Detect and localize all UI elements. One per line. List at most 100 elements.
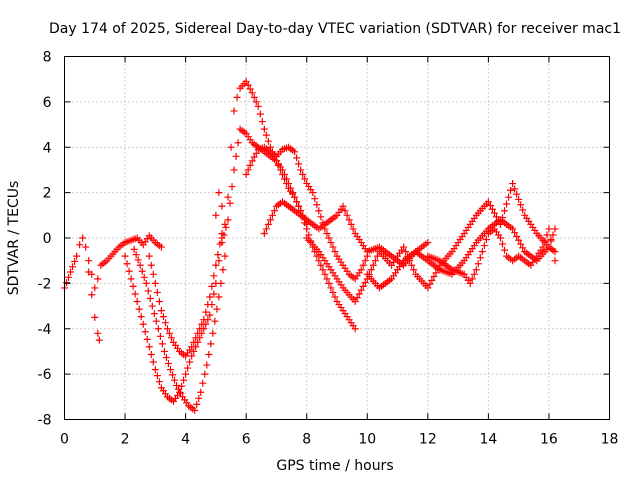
- data-point-track-1: [76, 241, 84, 249]
- data-point-track-11: [515, 236, 523, 244]
- data-point-track-12: [551, 257, 559, 265]
- data-point-track-4: [191, 406, 199, 414]
- data-point-track-7: [232, 152, 240, 160]
- data-point-track-8: [291, 148, 299, 156]
- data-point-track-1: [85, 257, 93, 265]
- data-point-track-10: [410, 266, 418, 274]
- data-point-track-10: [549, 231, 557, 239]
- data-point-track-4: [162, 353, 170, 361]
- data-point-track-4: [166, 366, 174, 374]
- y-tick-labels: -8 -6 -4 -2 0 2 4 6 8: [38, 50, 52, 429]
- data-point-track-12: [468, 275, 476, 283]
- data-point-track-4: [205, 350, 213, 358]
- data-point-track-10: [371, 257, 379, 265]
- data-point-track-4: [144, 287, 152, 295]
- data-point-track-2: [95, 336, 103, 344]
- y-axis-label: SDTVAR / TECUs: [6, 181, 22, 296]
- data-point-track-3: [151, 366, 159, 374]
- data-point-track-5: [194, 329, 202, 337]
- x-tick-label: 6: [242, 432, 251, 448]
- data-point-track-10: [359, 282, 367, 290]
- data-point-track-7: [303, 225, 311, 233]
- x-tick-label: 12: [419, 432, 437, 448]
- data-point-track-4: [203, 361, 211, 369]
- data-point-track-3: [127, 275, 135, 283]
- data-point-track-3: [125, 267, 133, 275]
- data-point-track-7: [313, 252, 321, 260]
- data-point-track-10: [432, 269, 440, 277]
- data-point-track-9: [264, 220, 272, 228]
- data-point-track-3: [121, 252, 129, 260]
- data-point-track-6: [258, 118, 266, 126]
- data-point-track-12: [543, 231, 551, 239]
- data-point-track-5: [210, 272, 218, 280]
- data-point-track-12: [476, 254, 484, 262]
- data-point-track-5: [163, 325, 171, 333]
- data-point-track-8: [242, 170, 250, 178]
- x-tick-label: 0: [60, 432, 69, 448]
- data-point-track-5: [161, 319, 169, 327]
- data-point-track-10: [505, 193, 513, 201]
- data-point-track-10: [355, 290, 363, 298]
- data-point-track-4: [132, 251, 140, 259]
- y-tick-label: -6: [38, 367, 52, 383]
- data-point-track-11: [509, 225, 517, 233]
- data-point-track-3: [190, 347, 198, 355]
- data-point-track-9: [266, 216, 274, 224]
- data-point-track-11: [513, 232, 521, 240]
- y-tick-label: -8: [38, 413, 52, 429]
- data-point-track-7: [226, 199, 234, 207]
- x-tick-label: 14: [479, 432, 497, 448]
- y-tick-label: 2: [43, 186, 52, 202]
- data-point-track-10: [490, 209, 498, 217]
- data-point-track-5: [198, 320, 206, 328]
- data-point-track-10: [357, 286, 365, 294]
- data-point-track-12: [480, 242, 488, 250]
- data-point-track-10: [503, 200, 511, 208]
- data-point-track-1: [67, 268, 75, 276]
- data-point-track-11: [519, 244, 527, 252]
- data-point-track-5: [196, 325, 204, 333]
- data-point-track-10: [351, 298, 359, 306]
- data-point-track-6: [215, 189, 223, 197]
- data-point-track-5: [188, 343, 196, 351]
- data-point-track-5: [200, 316, 208, 324]
- data-point-track-4: [148, 302, 156, 310]
- data-point-track-4: [221, 252, 229, 260]
- data-point-track-6: [254, 102, 262, 110]
- data-point-track-8: [250, 153, 258, 161]
- data-point-track-8: [299, 170, 307, 178]
- y-tick-label: 0: [43, 231, 52, 247]
- data-point-track-7: [351, 325, 359, 333]
- data-point-track-5: [145, 252, 153, 260]
- data-point-track-6: [262, 131, 270, 139]
- data-point-track-12: [549, 246, 557, 254]
- data-point-track-3: [141, 328, 149, 336]
- grid-lines: [64, 56, 610, 420]
- data-point-track-4: [154, 325, 162, 333]
- data-point-track-8: [317, 213, 325, 221]
- data-point-track-4: [136, 261, 144, 269]
- data-point-track-9: [268, 211, 276, 219]
- x-axis-label: GPS time / hours: [276, 458, 393, 474]
- data-point-track-9: [347, 220, 355, 228]
- data-point-track-6: [248, 89, 256, 97]
- data-point-track-8: [323, 229, 331, 237]
- data-point-track-12: [497, 234, 504, 242]
- data-point-track-6: [212, 211, 220, 219]
- data-point-track-2: [88, 291, 96, 299]
- data-point-track-10: [408, 261, 416, 269]
- data-point-track-5: [167, 334, 175, 342]
- x-tick-label: 2: [121, 432, 130, 448]
- data-point-track-4: [150, 310, 158, 318]
- data-point-track-6: [244, 81, 252, 89]
- data-point-track-4: [215, 293, 223, 301]
- data-point-track-4: [177, 389, 185, 397]
- data-point-track-9: [341, 207, 349, 215]
- data-point-track-10: [424, 284, 432, 292]
- data-point-track-10: [511, 185, 519, 193]
- data-point-track-7: [291, 193, 299, 201]
- data-point-track-7: [287, 184, 295, 192]
- data-point-track-7: [321, 270, 329, 278]
